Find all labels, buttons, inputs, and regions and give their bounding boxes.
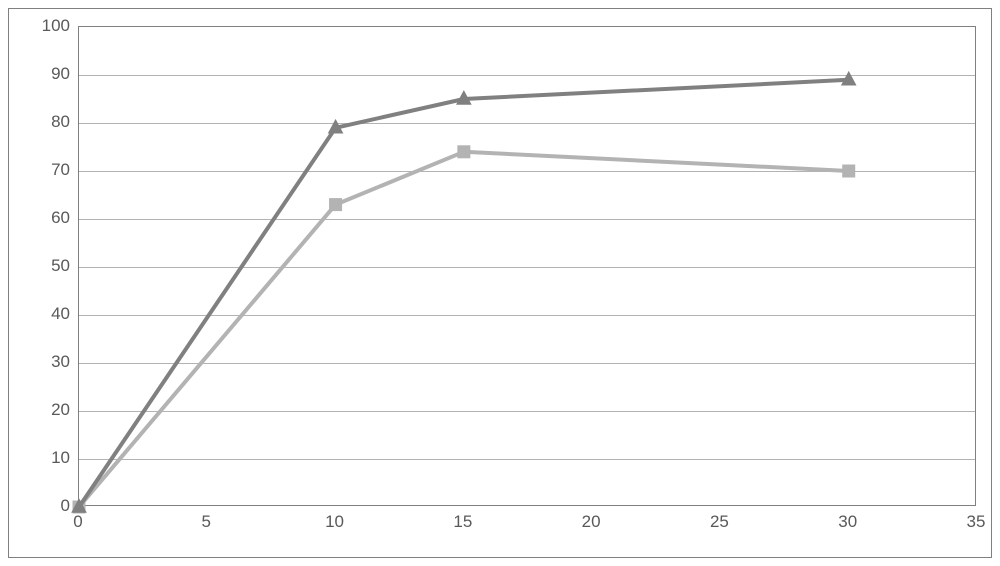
x-axis-tick-label: 5: [202, 512, 211, 532]
y-axis-tick-label: 20: [30, 400, 70, 420]
y-axis-tick-label: 0: [30, 496, 70, 516]
y-axis-tick-label: 40: [30, 304, 70, 324]
y-axis-tick-label: 90: [30, 64, 70, 84]
y-axis-tick-label: 10: [30, 448, 70, 468]
x-axis-tick-label: 35: [967, 512, 986, 532]
series-square-line: [79, 152, 849, 507]
series-square-marker: [458, 146, 470, 158]
plot-area: [78, 26, 976, 506]
x-axis-tick-label: 15: [453, 512, 472, 532]
x-axis-tick-label: 30: [838, 512, 857, 532]
y-axis-tick-label: 80: [30, 112, 70, 132]
y-axis-tick-label: 60: [30, 208, 70, 228]
y-axis-tick-label: 30: [30, 352, 70, 372]
x-axis-tick-label: 25: [710, 512, 729, 532]
x-axis-tick-label: 20: [582, 512, 601, 532]
y-axis-tick-label: 50: [30, 256, 70, 276]
x-axis-tick-label: 10: [325, 512, 344, 532]
x-axis-tick-label: 0: [73, 512, 82, 532]
series-triangle-line: [79, 80, 849, 507]
series-layer: [79, 27, 977, 507]
series-square-marker: [330, 199, 342, 211]
y-axis-tick-label: 70: [30, 160, 70, 180]
chart-container: 0 10 20 30 40 50 60 70 80 90 100 0 5 10 15 20 25 30 35: [8, 8, 992, 558]
series-square-marker: [843, 165, 855, 177]
y-axis-tick-label: 100: [30, 16, 70, 36]
